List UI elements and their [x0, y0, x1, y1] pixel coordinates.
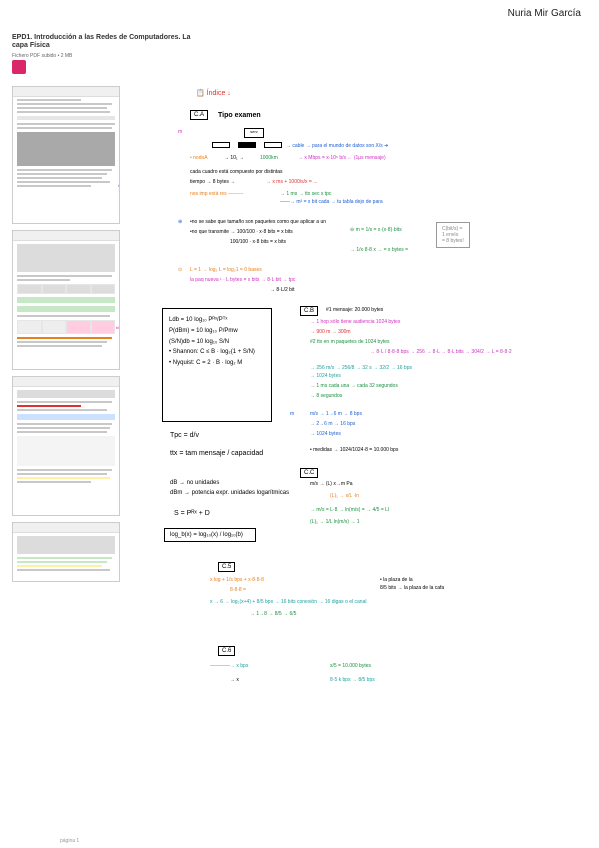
notes-area: 📋 Índice ↓ C.A Tipo examen m serv → cabl…	[150, 90, 590, 830]
doc-title-block: EPD1. Introducción a las Redes de Comput…	[12, 34, 192, 59]
label-ca: C.A	[190, 110, 208, 120]
doc-title: EPD1. Introducción a las Redes de Comput…	[12, 34, 192, 51]
note-q9b: #1 mensaje: 20.000 bytes	[326, 308, 383, 314]
pdf-icon	[12, 60, 26, 74]
formula-logchange: log_b(x) = log₁₀(x) / log₁₀(b)	[164, 528, 256, 542]
label-cb: C.B	[300, 306, 318, 316]
label-ce: C.5	[218, 562, 235, 572]
formula-srx: S = Pᴿˣ + D	[174, 510, 210, 518]
thumb-page-2[interactable]: x·8 = n° bits → enlace	[12, 230, 120, 370]
label-cc: C.C	[300, 468, 318, 478]
thumb-page-3[interactable]	[12, 376, 120, 516]
formula-units1: dB → no unidades	[170, 480, 219, 487]
note-q6: •no se sabe que tamaño son paquetes como…	[190, 220, 326, 226]
formula-tpc: Tpc = d/v	[170, 432, 199, 440]
note-q3: cada cuadro está compuesto por distintas	[190, 170, 283, 176]
label-cf: C.6	[218, 646, 235, 656]
author-name: Nuria Mir García	[508, 8, 581, 19]
formula-ttx: ttx = tam mensaje / capacidad	[170, 450, 263, 458]
doc-meta: Fichero PDF subido • 2 MB	[12, 53, 192, 59]
thumb-page-4[interactable]	[12, 522, 120, 582]
index-link: 📋 Índice ↓	[196, 90, 231, 98]
formula-units2: dBm → potencia expr. unidades logarítmic…	[170, 490, 289, 497]
thumbnail-column: ↙ capa emisor receptor frecuencia 1 x·8 …	[12, 86, 120, 588]
note-q7: •no que transmite → 100/100 · x·8 bits =…	[190, 230, 293, 236]
tipo-examen: Tipo examen	[218, 112, 261, 120]
thumb-page-1[interactable]: ↙ capa emisor receptor frecuencia 1	[12, 86, 120, 224]
formula-box-main: Ldb = 10 log₁₀ Pᴿˣ/Pᵀˣ P(dBm) = 10 log₁₀…	[162, 308, 272, 422]
page-footer: página 1	[60, 838, 79, 844]
